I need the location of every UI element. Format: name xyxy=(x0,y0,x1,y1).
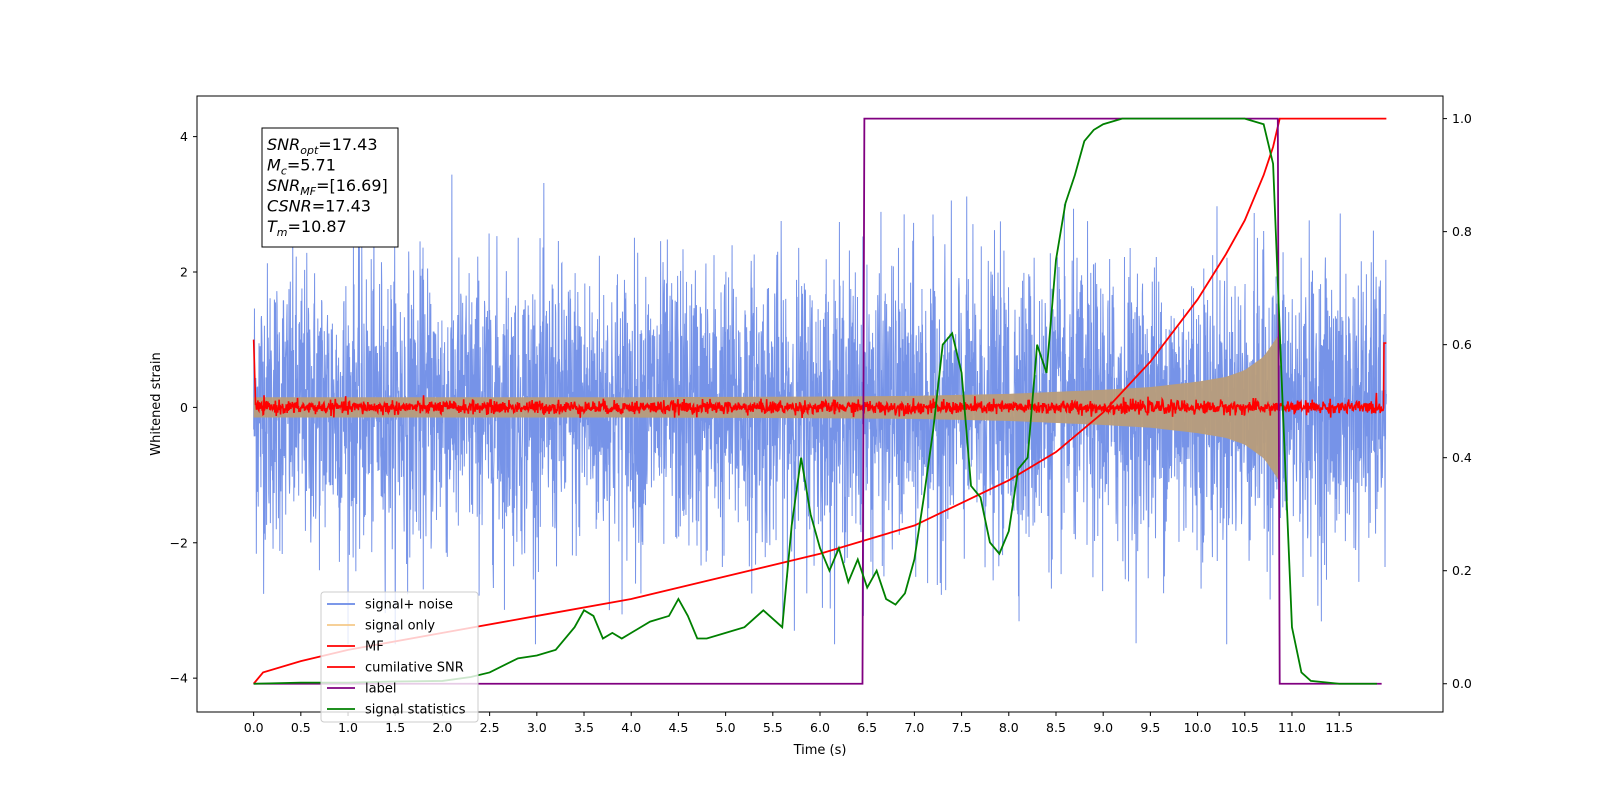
series-signal-statistics xyxy=(253,117,1377,685)
y-tick-left-label: −2 xyxy=(170,535,188,550)
x-tick-label: 3.0 xyxy=(527,720,547,735)
y-tick-right-label: 0.2 xyxy=(1452,563,1472,578)
x-tick-label: 1.5 xyxy=(385,720,405,735)
x-tick-label: 4.5 xyxy=(668,720,688,735)
y-tick-left-label: 4 xyxy=(180,129,188,144)
legend-label: MF xyxy=(365,640,384,655)
x-tick-label: 6.0 xyxy=(810,720,830,735)
x-tick-label: 8.0 xyxy=(999,720,1019,735)
x-tick-label: 1.0 xyxy=(338,720,358,735)
y-tick-right-label: 0.6 xyxy=(1452,337,1472,352)
x-tick-label: 4.0 xyxy=(621,720,641,735)
x-tick-label: 5.5 xyxy=(763,720,783,735)
y-axis-left: 4 2 0 −2 −4 xyxy=(170,129,197,686)
y-tick-right-label: 0.4 xyxy=(1452,450,1472,465)
y-tick-right-label: 0.0 xyxy=(1452,676,1472,691)
x-axis: 0.0 0.5 1.0 1.5 2.0 2.5 3.0 3.5 4.0 4.5 5.0 5.5 6.0 6… xyxy=(244,712,1353,735)
x-tick-label: 10.5 xyxy=(1231,720,1259,735)
legend-frame xyxy=(320,591,479,723)
annotation-line: Mc=5.71 xyxy=(267,156,336,178)
x-tick-label: 10.0 xyxy=(1184,720,1212,735)
annotation-frame xyxy=(261,127,399,248)
y-tick-right-label: 1.0 xyxy=(1452,111,1472,126)
x-tick-label: 11.0 xyxy=(1278,720,1306,735)
annotation-box: SNRopt=17.43Mc=5.71SNRMF=[16.69]CSNR=17.… xyxy=(261,127,399,248)
legend-label: cumilative SNR xyxy=(365,661,464,676)
x-tick-label: 8.5 xyxy=(1046,720,1066,735)
x-tick-label: 0.5 xyxy=(291,720,311,735)
legend-label: signal only xyxy=(365,619,435,634)
annotation-line: SNRMF=[16.69] xyxy=(267,176,388,198)
x-tick-label: 2.0 xyxy=(432,720,452,735)
x-tick-label: 9.0 xyxy=(1093,720,1113,735)
x-tick-label: 5.0 xyxy=(716,720,736,735)
series-mf xyxy=(252,339,1387,419)
x-tick-label: 2.5 xyxy=(480,720,500,735)
x-axis-title: Time (s) xyxy=(793,743,847,758)
annotation-line: Tm=10.87 xyxy=(267,217,347,239)
x-tick-label: 7.5 xyxy=(952,720,972,735)
y-tick-left-label: 0 xyxy=(180,400,188,415)
x-tick-label: 7.0 xyxy=(904,720,924,735)
legend-label: signal+ noise xyxy=(365,598,453,613)
legend: signal+ noise signal only MF cumilative SNR… xyxy=(320,591,479,723)
x-tick-label: 11.5 xyxy=(1325,720,1353,735)
legend-label: label xyxy=(365,682,396,697)
series-label xyxy=(253,117,1382,685)
x-tick-label: 6.5 xyxy=(857,720,877,735)
y-tick-right-label: 0.8 xyxy=(1452,224,1472,239)
annotation-line: CSNR=17.43 xyxy=(267,197,371,216)
x-tick-label: 9.5 xyxy=(1140,720,1160,735)
annotation-line: SNRopt=17.43 xyxy=(267,135,378,157)
y-tick-left-label: −4 xyxy=(170,671,188,686)
y-tick-left-label: 2 xyxy=(180,265,188,280)
legend-label: signal statistics xyxy=(365,703,466,718)
x-tick-label: 0.0 xyxy=(244,720,264,735)
y-axis-left-title: Whitened strain xyxy=(149,352,164,455)
x-tick-label: 3.5 xyxy=(574,720,594,735)
y-axis-right: 1.0 0.8 0.6 0.4 0.2 0.0 xyxy=(1443,111,1472,691)
